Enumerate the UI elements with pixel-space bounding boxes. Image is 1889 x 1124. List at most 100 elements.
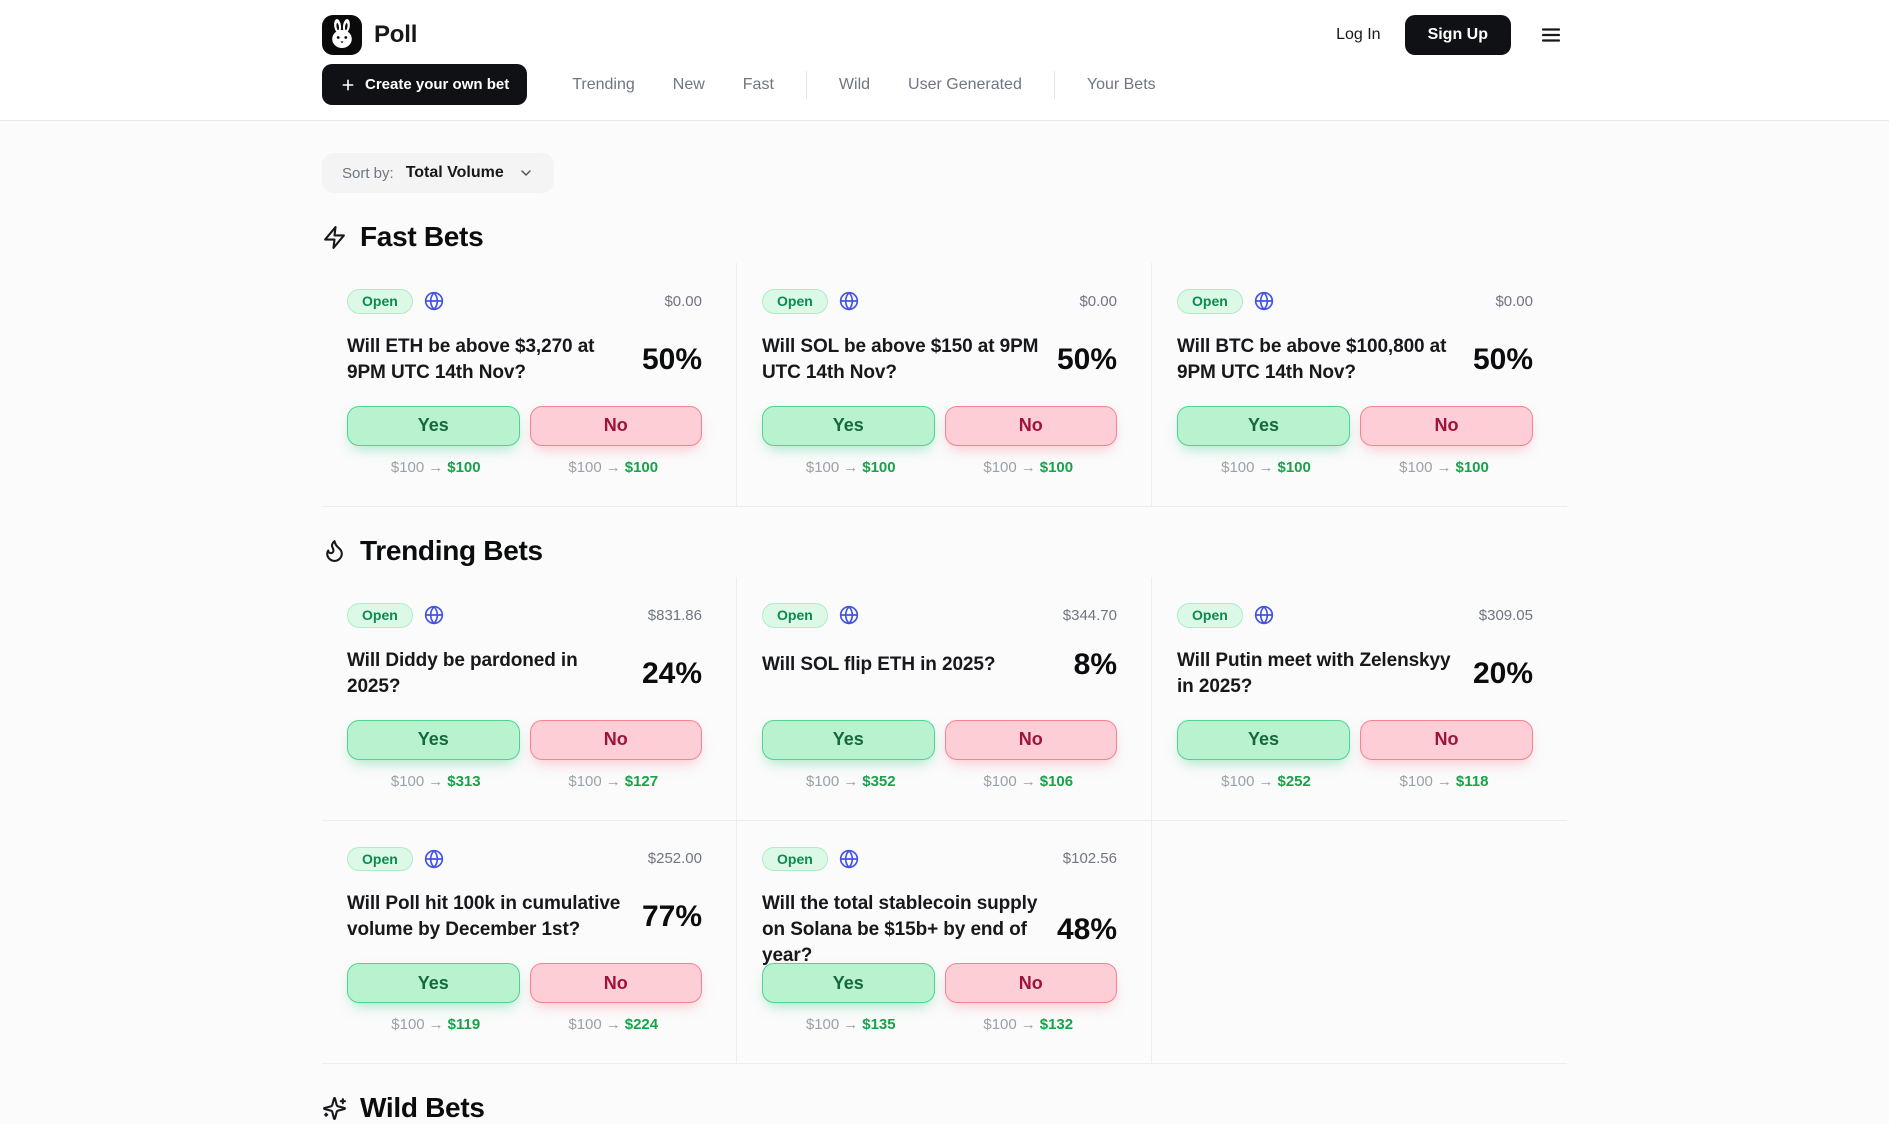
main-nav: Create your own bet Trending New Fast Wi… [322, 64, 1567, 120]
yes-button[interactable]: Yes [347, 405, 520, 446]
section-title-wild-bets: Wild Bets [322, 1092, 1567, 1124]
globe-icon[interactable] [1254, 605, 1274, 625]
no-button[interactable]: No [944, 719, 1117, 760]
no-button[interactable]: No [529, 405, 702, 446]
yes-button[interactable]: Yes [347, 719, 520, 760]
globe-icon[interactable] [839, 605, 859, 625]
nav-tab-trending[interactable]: Trending [572, 75, 635, 93]
no-payout: $100 → $224 [568, 1016, 659, 1034]
bet-percentage: 77% [641, 900, 702, 934]
no-button[interactable]: No [1360, 719, 1533, 760]
bet-question: Will SOL flip ETH in 2025? [762, 653, 996, 675]
site-header: Poll Log In Sign Up Create your own bet … [0, 0, 1889, 121]
no-payout: $100 → $100 [983, 458, 1074, 476]
globe-icon[interactable] [424, 605, 444, 625]
trending-bets-grid: Open $831.86 Will Diddy be pardoned in 2… [322, 576, 1567, 1065]
status-badge: Open [347, 846, 413, 872]
yes-payout: $100 → $252 [1221, 772, 1311, 790]
globe-icon[interactable] [424, 849, 444, 869]
section-title-fast-bets: Fast Bets [322, 221, 1567, 253]
bet-percentage: 20% [1472, 656, 1533, 690]
bet-question: Will ETH be above $3,270 at 9PM UTC 14th… [347, 335, 595, 383]
bet-percentage: 50% [1472, 342, 1533, 376]
no-button[interactable]: No [529, 719, 702, 760]
yes-button[interactable]: Yes [1177, 719, 1350, 760]
globe-icon[interactable] [839, 291, 859, 311]
bet-volume: $252.00 [647, 850, 702, 868]
brand[interactable]: Poll [322, 15, 417, 55]
nav-tab-wild[interactable]: Wild [838, 75, 871, 93]
no-button[interactable]: No [1360, 405, 1533, 446]
nav-divider [805, 70, 807, 99]
bet-volume: $102.56 [1062, 850, 1117, 868]
no-payout: $100 → $106 [983, 772, 1074, 790]
yes-payout: $100 → $313 [390, 772, 481, 790]
bet-question: Will SOL be above $150 at 9PM UTC 14th N… [762, 335, 1039, 383]
bet-card: Open $309.05 Will Putin meet with Zelens… [1152, 577, 1567, 821]
signup-button[interactable]: Sign Up [1404, 15, 1511, 55]
bet-percentage: 8% [1073, 647, 1117, 681]
nav-tab-your-bets[interactable]: Your Bets [1086, 75, 1156, 93]
no-payout: $100 → $132 [983, 1016, 1074, 1034]
sparkles-icon [322, 1096, 347, 1121]
bet-question: Will BTC be above $100,800 at 9PM UTC 14… [1177, 335, 1447, 383]
bet-percentage: 50% [641, 342, 702, 376]
bet-card: Open $252.00 Will Poll hit 100k in cumul… [322, 820, 737, 1065]
globe-icon[interactable] [1254, 291, 1274, 311]
status-badge: Open [762, 602, 828, 628]
nav-tab-new[interactable]: New [672, 75, 705, 93]
nav-divider [1053, 70, 1055, 99]
section-title-trending-bets: Trending Bets [322, 535, 1567, 567]
no-payout: $100 → $100 [1399, 458, 1489, 476]
empty-grid-cell [1152, 821, 1567, 1065]
plus-icon [340, 77, 356, 93]
globe-icon[interactable] [424, 291, 444, 311]
bet-percentage: 48% [1056, 913, 1117, 947]
yes-payout: $100 → $135 [805, 1016, 896, 1034]
no-payout: $100 → $100 [568, 458, 659, 476]
no-button[interactable]: No [944, 963, 1117, 1004]
yes-button[interactable]: Yes [762, 963, 935, 1004]
nav-tab-user-generated[interactable]: User Generated [908, 75, 1022, 93]
bet-question: Will Putin meet with Zelenskyy in 2025? [1177, 649, 1451, 697]
status-badge: Open [347, 289, 413, 314]
bet-question: Will Diddy be pardoned in 2025? [347, 649, 578, 697]
globe-icon[interactable] [839, 849, 859, 869]
bet-volume: $0.00 [1495, 292, 1533, 310]
bet-percentage: 24% [641, 656, 702, 690]
status-badge: Open [762, 846, 828, 872]
rabbit-logo-icon [322, 15, 362, 55]
hamburger-menu-icon[interactable] [1535, 19, 1567, 51]
status-badge: Open [347, 602, 413, 628]
yes-button[interactable]: Yes [762, 405, 935, 446]
yes-button[interactable]: Yes [762, 719, 935, 760]
status-badge: Open [1177, 602, 1243, 628]
bet-card: Open $831.86 Will Diddy be pardoned in 2… [322, 576, 737, 821]
sort-label: Sort by: [342, 164, 394, 182]
bet-card: Open $102.56 Will the total stablecoin s… [737, 820, 1152, 1065]
no-button[interactable]: No [944, 405, 1117, 446]
fast-bets-grid: Open $0.00 Will ETH be above $3,270 at 9… [322, 263, 1567, 507]
sort-dropdown[interactable]: Sort by: Total Volume [322, 153, 554, 193]
yes-payout: $100 → $119 [391, 1016, 481, 1034]
yes-button[interactable]: Yes [1177, 405, 1350, 446]
bet-volume: $344.70 [1062, 606, 1117, 624]
yes-payout: $100 → $100 [390, 458, 481, 476]
flame-icon [322, 538, 347, 563]
create-bet-button[interactable]: Create your own bet [322, 64, 528, 105]
bet-card: Open $0.00 Will ETH be above $3,270 at 9… [322, 263, 737, 507]
bet-volume: $309.05 [1478, 606, 1533, 624]
bet-card: Open $0.00 Will BTC be above $100,800 at… [1152, 263, 1567, 507]
zap-icon [322, 225, 347, 250]
bet-card: Open $344.70 Will SOL flip ETH in 2025? … [737, 576, 1152, 821]
bet-question: Will Poll hit 100k in cumulative volume … [347, 893, 621, 941]
no-payout: $100 → $118 [1399, 772, 1489, 790]
nav-tab-fast[interactable]: Fast [742, 75, 774, 93]
bet-volume: $0.00 [1079, 292, 1117, 310]
bet-volume: $831.86 [647, 606, 702, 624]
yes-button[interactable]: Yes [347, 963, 520, 1004]
no-button[interactable]: No [529, 963, 702, 1004]
bet-card: Open $0.00 Will SOL be above $150 at 9PM… [737, 263, 1152, 507]
login-link[interactable]: Log In [1336, 26, 1381, 43]
chevron-down-icon [518, 165, 534, 181]
